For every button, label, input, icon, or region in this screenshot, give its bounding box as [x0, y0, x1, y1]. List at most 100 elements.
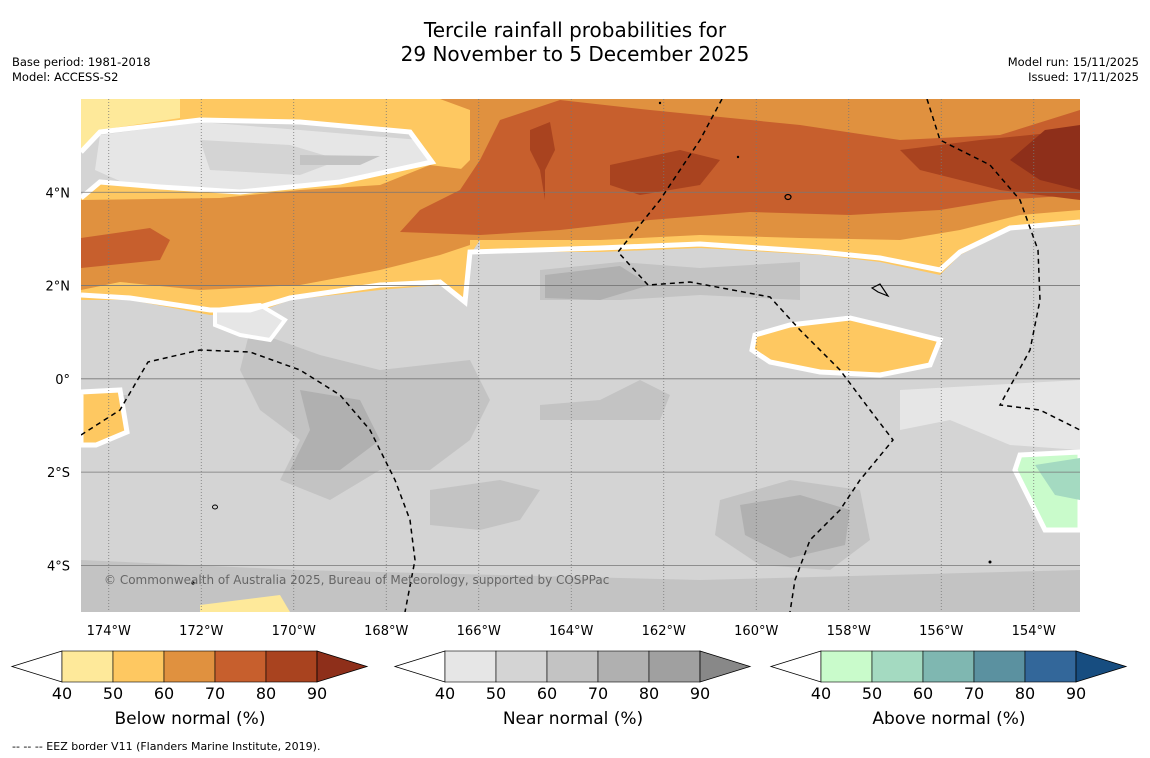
below-normal-40-corner	[81, 99, 180, 150]
below-normal-70-west	[81, 228, 170, 268]
colorbar-label-below: Below normal (%)	[114, 709, 266, 729]
copyright-notice: © Commonwealth of Australia 2025, Bureau…	[104, 573, 609, 587]
latitude-label: 2°S	[47, 466, 70, 481]
colorbar-segment	[163, 650, 216, 683]
longitude-label: 164°W	[549, 624, 593, 639]
eez-border-central	[617, 99, 894, 612]
colorbar-tick: 50	[103, 684, 123, 703]
longitude-label: 174°W	[87, 624, 131, 639]
longitude-label: 168°W	[364, 624, 408, 639]
island	[988, 560, 992, 564]
colorbar-tick: 60	[913, 684, 933, 703]
longitude-label: 166°W	[457, 624, 501, 639]
colorbar-label-near: Near normal (%)	[502, 709, 644, 729]
model-name: Model: ACCESS-S2	[12, 70, 119, 84]
colorbar-segment	[214, 650, 267, 683]
below-normal-50-west	[81, 387, 130, 448]
near-normal-60-northwest	[300, 155, 380, 165]
colorbar-segment	[495, 650, 548, 683]
colorbar-extend-low	[769, 650, 822, 683]
colorbar-segment	[112, 650, 165, 683]
below-normal-40-south	[200, 595, 290, 612]
longitude-label: 156°W	[919, 624, 963, 639]
colorbar-label-above: Above normal (%)	[872, 709, 1026, 729]
island	[658, 101, 662, 105]
island	[784, 193, 792, 201]
longitude-label: 172°W	[179, 624, 223, 639]
contour-boundary-northwest	[81, 117, 437, 200]
colorbar-extend-low	[393, 650, 446, 683]
map-axes: 174°W 172°W 170°W 168°W 166°W 164°W 162°W 160°W…	[46, 186, 1056, 639]
map-field: © Commonwealth of Australia 2025, Bureau…	[81, 99, 1080, 612]
colorbar-tick: 70	[588, 684, 608, 703]
colorbar-tick: 40	[52, 684, 72, 703]
latitude-label: 4°S	[47, 559, 70, 574]
island-atoll	[870, 283, 890, 298]
colorbar-tick: 40	[435, 684, 455, 703]
model-run: Model run: 15/11/2025	[1007, 55, 1139, 69]
island	[736, 155, 740, 159]
colorbar-segment	[871, 650, 924, 683]
colorbar-tick: 90	[1066, 684, 1086, 703]
near-normal-50-northwest	[200, 140, 340, 175]
colorbar-tick: 40	[811, 684, 831, 703]
colorbar-extend-high	[316, 650, 369, 683]
below-normal-90-east	[1010, 125, 1080, 190]
below-normal-80-streak	[530, 122, 555, 200]
colorbar-tick: 80	[1015, 684, 1035, 703]
latitude-label: 0°	[55, 373, 70, 388]
near-normal-40-east	[900, 380, 1080, 450]
graticule	[81, 99, 1080, 612]
meta-right: Model run: 15/11/2025 Issued: 17/11/2025	[1008, 55, 1139, 85]
above-normal-50-east	[1035, 458, 1080, 500]
colorbar-tick: 70	[205, 684, 225, 703]
longitude-label: 158°W	[827, 624, 871, 639]
base-period: Base period: 1981-2018	[12, 55, 151, 69]
eez-border-east	[926, 99, 1080, 431]
longitude-label: 170°W	[272, 624, 316, 639]
colorbar-tick: 60	[537, 684, 557, 703]
contour-boundary-north	[81, 219, 1080, 313]
colorbar-segment	[922, 650, 975, 683]
colorbar-segment	[546, 650, 599, 683]
colorbar-tick: 80	[256, 684, 276, 703]
below-normal-80-center	[610, 150, 720, 195]
colorbar-segment	[648, 650, 701, 683]
latitude-label: 4°N	[46, 186, 71, 201]
eez-footnote: -- -- -- EEZ border V11 (Flanders Marine…	[12, 740, 321, 753]
colorbar-segment	[597, 650, 650, 683]
near-normal-60-south-band	[81, 560, 1080, 612]
island	[191, 581, 195, 585]
longitude-label: 154°W	[1012, 624, 1056, 639]
near-normal-60-southwest	[430, 480, 540, 530]
below-normal-70-north	[400, 100, 1080, 235]
near-normal-70-central	[290, 390, 380, 470]
map-title: Tercile rainfall probabilities for 29 No…	[400, 18, 750, 66]
colorbar-segment	[265, 650, 318, 683]
colorbar-tick: 90	[690, 684, 710, 703]
near-normal-60-mid	[540, 380, 670, 420]
colorbar-segment	[444, 650, 497, 683]
longitude-label: 160°W	[734, 624, 778, 639]
colorbars: 40 50 60 70 80 90 40 50 60 70 80 90 40 50 60 70 80 90	[10, 650, 1128, 703]
colorbar-segment	[973, 650, 1026, 683]
eez-border-west	[81, 349, 416, 612]
colorbar-extend-high	[1075, 650, 1128, 683]
below-normal-50-equator	[749, 315, 944, 378]
colorbar-extend-high	[699, 650, 752, 683]
colorbar-tick: 70	[964, 684, 984, 703]
colorbar-segment	[61, 650, 114, 683]
colorbar-segment	[820, 650, 873, 683]
meta-left: Base period: 1981-2018 Model: ACCESS-S2	[12, 55, 151, 85]
colorbar-extend-low	[10, 650, 63, 683]
island	[212, 504, 218, 510]
latitude-label: 2°N	[46, 280, 71, 295]
colorbar-segment	[1024, 650, 1077, 683]
issued-date: Issued: 17/11/2025	[1028, 70, 1139, 84]
near-normal-70-southeast	[740, 495, 850, 558]
below-normal-60-west-band	[81, 165, 470, 290]
colorbar-tick: 50	[862, 684, 882, 703]
colorbar-tick: 80	[639, 684, 659, 703]
longitude-label: 162°W	[642, 624, 686, 639]
